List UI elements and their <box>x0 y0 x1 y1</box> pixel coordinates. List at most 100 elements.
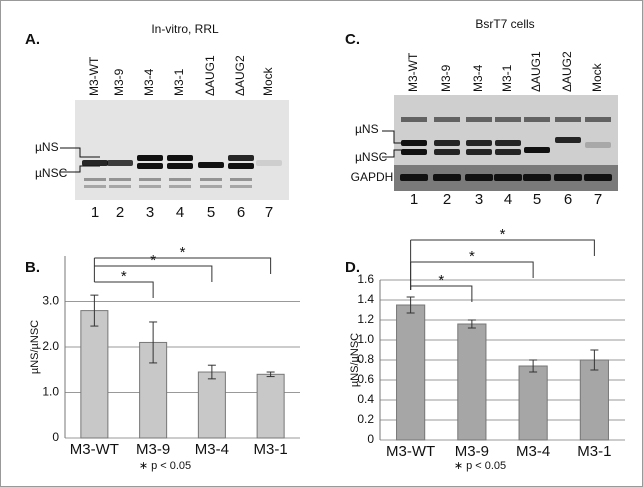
significance-label: * <box>500 226 506 243</box>
panel-label: B. <box>25 259 40 276</box>
lane-number: 2 <box>116 204 124 221</box>
x-tick-label: M3-4 <box>195 441 229 458</box>
lane-number: 3 <box>146 204 154 221</box>
y-tick-label: 1.0 <box>357 332 374 346</box>
band <box>401 149 427 155</box>
band <box>466 140 492 146</box>
band <box>523 174 551 181</box>
bar <box>197 371 226 439</box>
lane-number: 1 <box>91 204 99 221</box>
band <box>200 185 222 188</box>
significance-bracket <box>94 281 154 298</box>
band-label: µNS <box>355 122 379 136</box>
y-tick-label: 2.0 <box>42 339 59 353</box>
band <box>84 185 106 188</box>
lane-number: 7 <box>594 191 602 208</box>
band <box>495 140 521 146</box>
significance-label: * <box>150 252 156 269</box>
band <box>107 160 133 166</box>
band <box>109 178 131 181</box>
x-tick-label: M3-1 <box>254 441 288 458</box>
lane-label: Mock <box>590 62 604 92</box>
band-pointer <box>60 165 100 173</box>
y-axis-label: µNS/µNSC <box>349 333 361 387</box>
bar <box>457 323 487 441</box>
y-tick-label: 0 <box>52 430 59 444</box>
band <box>555 137 581 143</box>
significance-bracket <box>410 239 595 256</box>
lane-label: M3-9 <box>112 68 126 96</box>
significance-label: * <box>469 248 475 265</box>
y-axis-label: µNS/µNSC <box>29 320 41 374</box>
band <box>433 174 461 181</box>
band <box>494 174 522 181</box>
lane-label: ΔAUG2 <box>560 51 574 92</box>
band <box>139 178 161 181</box>
band <box>524 117 550 122</box>
band <box>555 117 581 122</box>
bar <box>396 304 426 441</box>
bar <box>579 359 609 441</box>
gel-title: BsrT7 cells <box>475 17 534 31</box>
band <box>584 174 612 181</box>
lane-number: 6 <box>237 204 245 221</box>
band-label: µNSC <box>35 166 68 180</box>
band <box>256 160 282 166</box>
bar <box>80 310 109 439</box>
lane-label: M3-4 <box>142 68 156 96</box>
lane-number: 4 <box>504 191 512 208</box>
lane-label: M3-4 <box>471 64 485 92</box>
band <box>400 174 428 181</box>
y-tick-label: 1.4 <box>357 292 374 306</box>
band <box>230 185 252 188</box>
band <box>198 162 224 168</box>
x-tick-label: M3-9 <box>136 441 170 458</box>
lane-label: M3-1 <box>172 68 186 96</box>
band <box>524 147 550 153</box>
x-tick-label: M3-4 <box>516 443 550 460</box>
lane-label: ΔAUG1 <box>203 55 217 96</box>
lane-label: M3-WT <box>406 52 420 92</box>
footnote: ∗ p < 0.05 <box>139 460 191 472</box>
band-pointer <box>382 149 406 158</box>
band <box>82 160 108 166</box>
band-pointer <box>382 130 406 144</box>
band <box>434 149 460 155</box>
significance-label: * <box>438 272 444 289</box>
y-tick-label: 1.6 <box>357 272 374 286</box>
lane-number: 7 <box>265 204 273 221</box>
significance-bracket <box>94 257 272 274</box>
band <box>465 174 493 181</box>
band <box>137 163 163 169</box>
lane-number: 2 <box>443 191 451 208</box>
band <box>466 149 492 155</box>
band <box>495 117 521 122</box>
band <box>109 185 131 188</box>
x-tick-label: M3-WT <box>386 443 435 460</box>
band <box>228 163 254 169</box>
lane-number: 6 <box>564 191 572 208</box>
band <box>228 155 254 161</box>
lane-label: M3-1 <box>500 64 514 92</box>
x-tick-label: M3-9 <box>455 443 489 460</box>
band <box>434 117 460 122</box>
band <box>167 163 193 169</box>
significance-label: * <box>121 268 127 285</box>
panel-label: A. <box>25 31 40 48</box>
band <box>139 185 161 188</box>
lane-label: ΔAUG2 <box>233 55 247 96</box>
band-pointer <box>60 147 100 158</box>
significance-bracket <box>410 285 473 302</box>
lane-number: 1 <box>410 191 418 208</box>
band <box>167 155 193 161</box>
band <box>230 178 252 181</box>
band-label: µNSC <box>355 150 388 164</box>
band <box>401 140 427 146</box>
significance-bracket <box>410 261 534 278</box>
band <box>466 117 492 122</box>
band <box>585 117 611 122</box>
band <box>554 174 582 181</box>
lane-label: M3-9 <box>439 64 453 92</box>
